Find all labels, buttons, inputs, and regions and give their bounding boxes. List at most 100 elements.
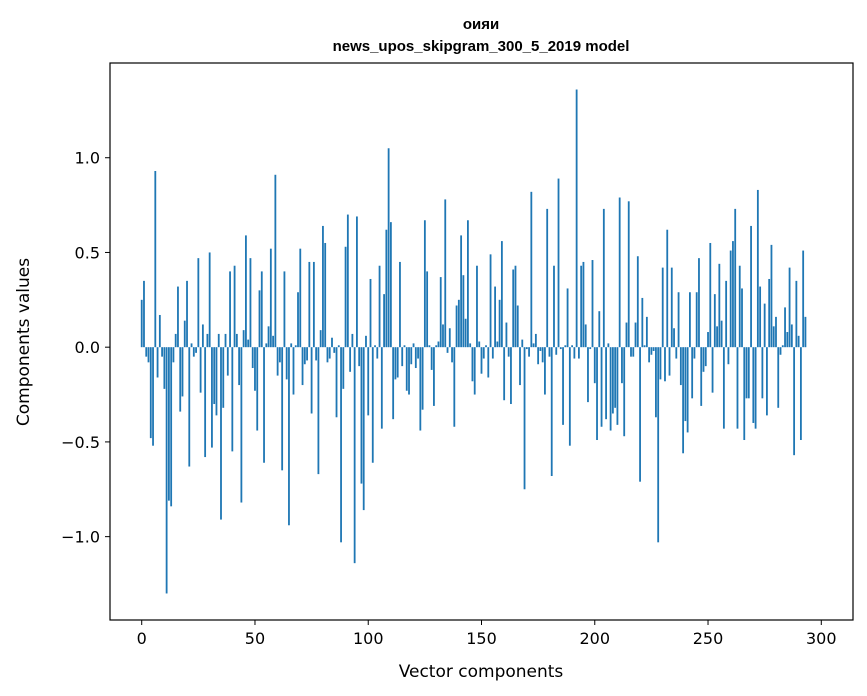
bar [167, 347, 170, 501]
bar [220, 347, 222, 520]
bar [732, 241, 734, 348]
bar [546, 208, 549, 348]
bar [326, 347, 329, 363]
bar [784, 307, 786, 348]
bar [154, 170, 157, 348]
bar [229, 271, 231, 348]
bar [777, 347, 780, 408]
bar [389, 222, 392, 348]
bar [548, 347, 551, 357]
bar [611, 347, 614, 414]
bar [759, 286, 762, 348]
bar [245, 235, 247, 348]
bar [285, 347, 288, 380]
bar [521, 339, 524, 348]
bar [754, 347, 757, 429]
bar [700, 347, 703, 406]
bar [625, 322, 628, 348]
bar [428, 345, 431, 348]
bar [498, 299, 501, 348]
bar [181, 347, 184, 397]
bar [211, 347, 213, 448]
bar [593, 347, 596, 384]
bar [641, 297, 644, 348]
bar [512, 269, 515, 348]
bar [645, 316, 648, 348]
bar [254, 347, 256, 391]
bar [460, 235, 463, 348]
bar [469, 343, 472, 348]
y-tick-label: 0.5 [75, 243, 100, 262]
bar [756, 189, 759, 348]
bar [272, 335, 274, 348]
bar [369, 278, 372, 348]
bar [632, 347, 635, 357]
bar [299, 248, 302, 348]
bar [356, 216, 358, 348]
bar [738, 265, 741, 348]
bar [480, 347, 483, 374]
bar [530, 191, 533, 348]
bar [317, 347, 320, 475]
bar [607, 343, 610, 348]
bar [634, 322, 637, 348]
bar [437, 341, 440, 348]
bar [568, 347, 571, 446]
bar [367, 347, 370, 416]
bar [566, 288, 569, 348]
bar [698, 258, 700, 348]
bar [491, 347, 494, 359]
bar [260, 271, 263, 348]
bar [435, 345, 438, 348]
bar [745, 347, 748, 399]
bar [779, 347, 782, 355]
bar [602, 208, 605, 348]
bar [720, 320, 723, 348]
bar [573, 347, 576, 359]
bar [670, 267, 673, 348]
bar [383, 294, 385, 348]
bar [713, 294, 716, 348]
bar [378, 265, 381, 348]
bar [442, 324, 444, 348]
bar [557, 178, 560, 348]
bar [630, 347, 632, 357]
bar [421, 347, 424, 410]
bar [439, 277, 442, 348]
bar [206, 333, 209, 348]
bar [457, 299, 460, 348]
bar [192, 347, 195, 357]
plot-frame [109, 62, 854, 621]
bar [691, 347, 694, 399]
bar [451, 347, 453, 363]
bar [235, 333, 238, 348]
bar [297, 292, 299, 348]
bar [482, 347, 485, 359]
bar [684, 347, 687, 422]
bar [371, 347, 374, 463]
bar [636, 256, 639, 348]
bar [768, 278, 771, 348]
bar [655, 347, 657, 418]
bar [294, 345, 297, 348]
bar [161, 347, 163, 357]
x-tick-label: 150 [466, 629, 497, 648]
y-tick-label: −1.0 [61, 528, 100, 547]
bar [747, 347, 750, 399]
bar [197, 258, 200, 348]
bar [156, 347, 159, 378]
bar [582, 261, 585, 348]
bar [793, 347, 796, 456]
bar [534, 333, 537, 348]
x-tick-label: 250 [693, 629, 724, 648]
bar [405, 347, 408, 391]
bar [340, 347, 342, 543]
bar [177, 286, 179, 348]
bar [274, 174, 277, 348]
bar [693, 347, 696, 359]
bar [627, 201, 630, 348]
bar [462, 275, 465, 348]
bar [446, 347, 449, 353]
bar [349, 347, 352, 372]
